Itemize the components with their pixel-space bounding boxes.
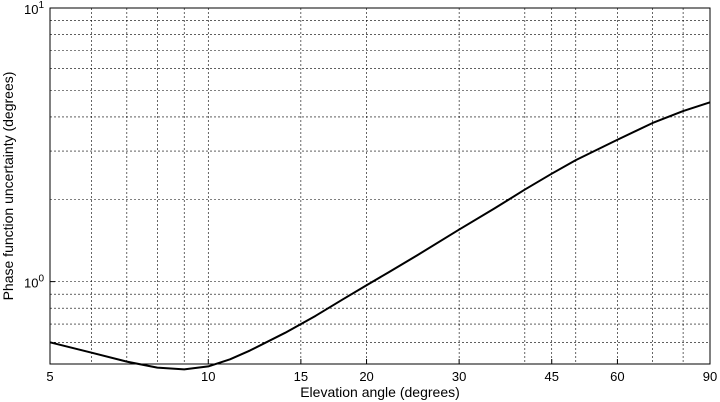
x-tick-label: 90 [703, 369, 717, 384]
plot-frame [49, 7, 711, 365]
y-tick-label: 101 [24, 0, 44, 17]
y-tick-label: 100 [24, 274, 44, 291]
x-axis-ticks: 5 10 15 20 30 45 60 90 [46, 359, 717, 384]
y-tick-base: 10 [24, 2, 38, 17]
x-tick-label: 15 [294, 369, 308, 384]
y-tick-exponent: 0 [38, 274, 44, 285]
series-line [49, 101, 711, 371]
x-tick-label: 20 [359, 369, 373, 384]
x-tick-label: 30 [452, 369, 466, 384]
x-tick-label: 5 [46, 369, 53, 384]
x-tick-label: 60 [610, 369, 624, 384]
y-tick-base: 10 [24, 276, 38, 291]
y-axis-label: Phase function uncertainty (degrees) [0, 72, 16, 301]
x-tick-label: 45 [544, 369, 558, 384]
grid-lines [50, 8, 710, 364]
series-layer [49, 101, 711, 371]
y-tick-exponent: 1 [38, 0, 44, 11]
x-tick-label: 10 [201, 369, 215, 384]
x-axis-label: Elevation angle (degrees) [300, 384, 460, 400]
